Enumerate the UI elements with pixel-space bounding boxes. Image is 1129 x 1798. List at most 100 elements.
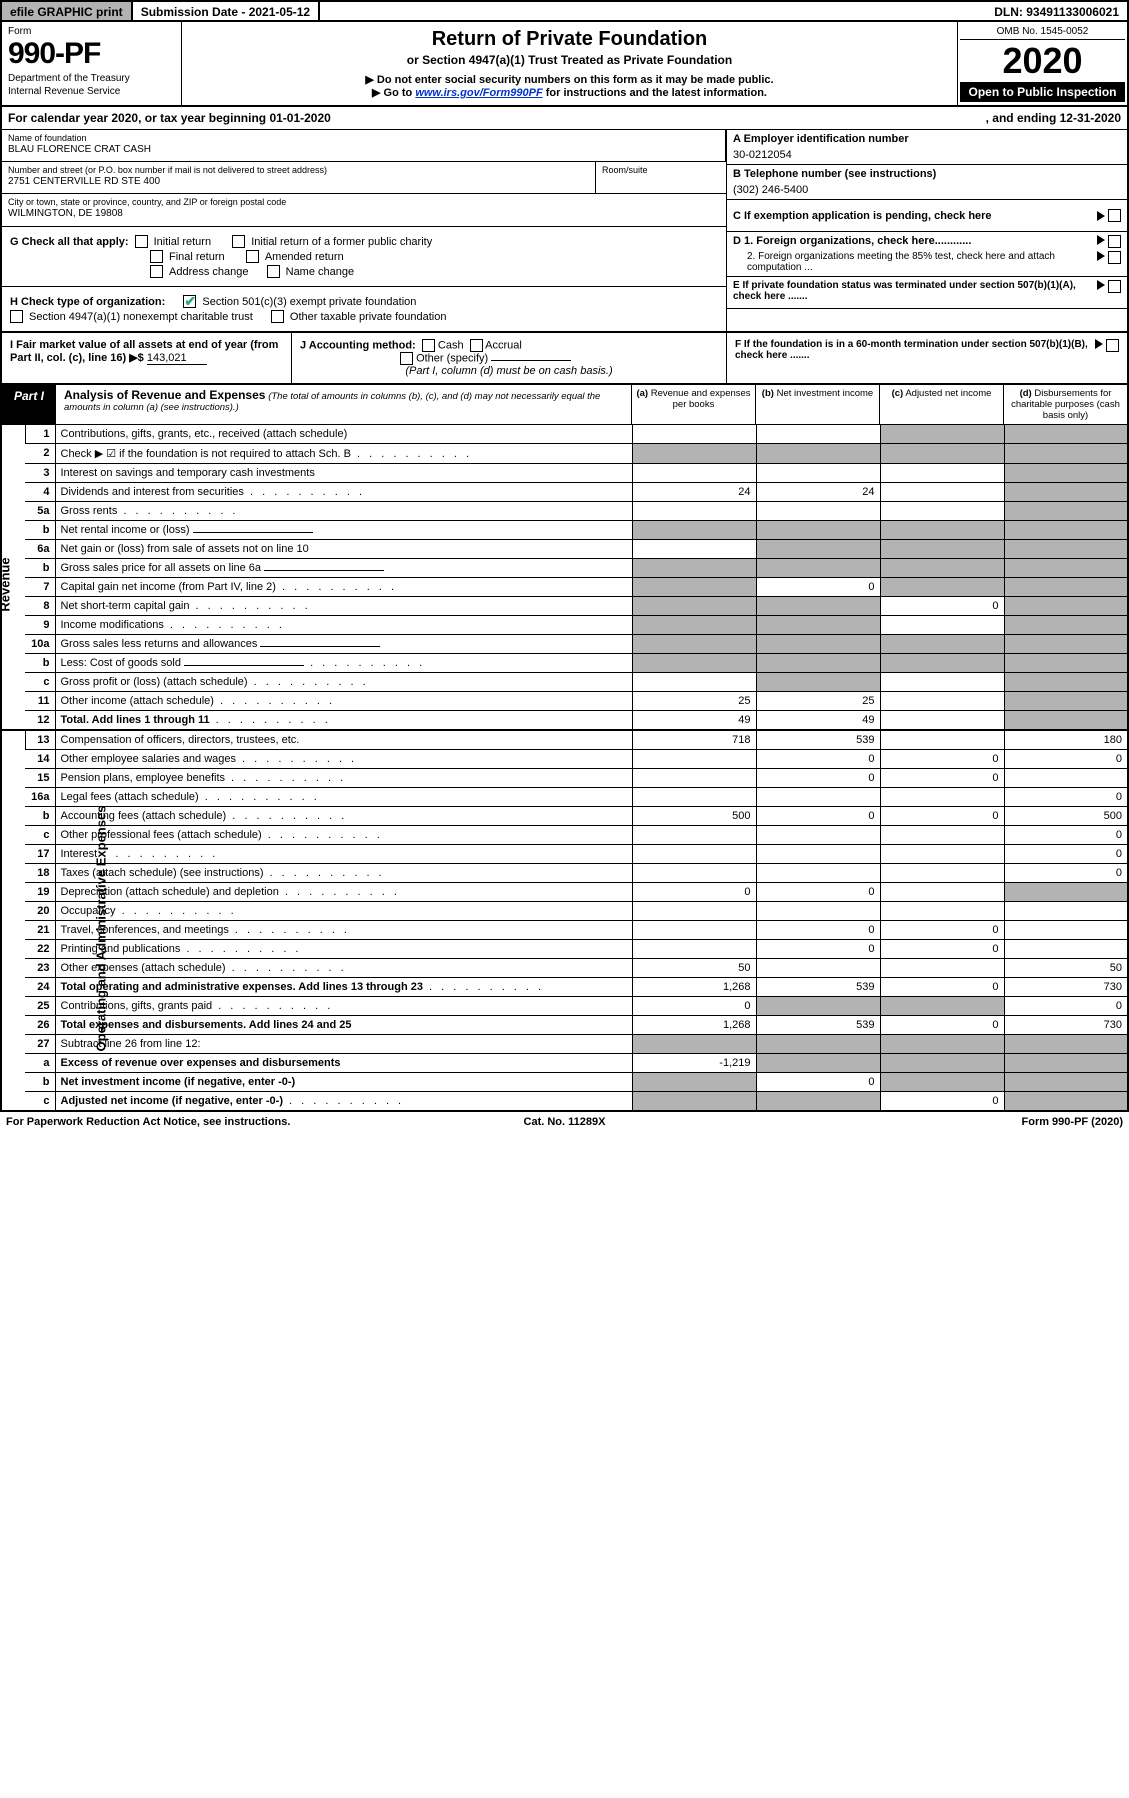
table-row: 17Interest0 bbox=[1, 845, 1128, 864]
cal-end: , and ending 12-31-2020 bbox=[986, 111, 1121, 125]
cb-4947[interactable] bbox=[10, 310, 23, 323]
table-row: 11Other income (attach schedule)2525 bbox=[1, 692, 1128, 711]
i-j-block: I Fair market value of all assets at end… bbox=[0, 333, 1129, 385]
name-label: Name of foundation bbox=[8, 133, 719, 143]
form-label: Form bbox=[8, 26, 175, 37]
g-row: G Check all that apply: Initial return I… bbox=[10, 235, 718, 248]
cb-cash[interactable] bbox=[422, 339, 435, 352]
part1-title: Analysis of Revenue and Expenses bbox=[64, 388, 265, 402]
ein-label: A Employer identification number bbox=[733, 133, 1121, 145]
j-note: (Part I, column (d) must be on cash basi… bbox=[300, 365, 718, 377]
table-row: cGross profit or (loss) (attach schedule… bbox=[1, 673, 1128, 692]
table-row: 20Occupancy bbox=[1, 902, 1128, 921]
j-label: J Accounting method: bbox=[300, 339, 416, 351]
part1-header: Part I Analysis of Revenue and Expenses … bbox=[0, 385, 1129, 425]
table-row: 15Pension plans, employee benefits00 bbox=[1, 769, 1128, 788]
form-title: Return of Private Foundation bbox=[192, 28, 947, 51]
table-row: aExcess of revenue over expenses and dis… bbox=[1, 1054, 1128, 1073]
table-row: 10aGross sales less returns and allowanc… bbox=[1, 635, 1128, 654]
addr-label: Number and street (or P.O. box number if… bbox=[8, 165, 589, 175]
table-row: 16aLegal fees (attach schedule)0 bbox=[1, 788, 1128, 807]
submission-date: Submission Date - 2021-05-12 bbox=[133, 2, 320, 20]
table-row: 3Interest on savings and temporary cash … bbox=[1, 464, 1128, 483]
dept: Department of the Treasury bbox=[8, 73, 175, 84]
h-label: H Check type of organization: bbox=[10, 296, 165, 308]
warning-1: ▶ Do not enter social security numbers o… bbox=[192, 73, 947, 86]
f: F If the foundation is in a 60-month ter… bbox=[735, 339, 1095, 361]
e: E If private foundation status was termi… bbox=[733, 280, 1097, 305]
top-bar: efile GRAPHIC print Submission Date - 20… bbox=[0, 0, 1129, 22]
table-row: Operating and Administrative Expenses13C… bbox=[1, 731, 1128, 750]
table-row: 19Depreciation (attach schedule) and dep… bbox=[1, 883, 1128, 902]
footer-left: For Paperwork Reduction Act Notice, see … bbox=[6, 1116, 378, 1128]
cal-begin: For calendar year 2020, or tax year begi… bbox=[8, 111, 986, 125]
table-row: cOther professional fees (attach schedul… bbox=[1, 826, 1128, 845]
table-row: bGross sales price for all assets on lin… bbox=[1, 559, 1128, 578]
d2: 2. Foreign organizations meeting the 85%… bbox=[733, 251, 1097, 273]
city: WILMINGTON, DE 19808 bbox=[8, 208, 720, 219]
table-row: 6aNet gain or (loss) from sale of assets… bbox=[1, 540, 1128, 559]
part1-badge: Part I bbox=[2, 385, 56, 424]
cb-other-tax[interactable] bbox=[271, 310, 284, 323]
cb-d2[interactable] bbox=[1108, 251, 1121, 264]
cb-initial-former[interactable] bbox=[232, 235, 245, 248]
addr: 2751 CENTERVILLE RD STE 400 bbox=[8, 176, 589, 187]
cb-address[interactable] bbox=[150, 265, 163, 278]
table-row: 23Other expenses (attach schedule)5050 bbox=[1, 959, 1128, 978]
cb-initial[interactable] bbox=[135, 235, 148, 248]
form-subtitle: or Section 4947(a)(1) Trust Treated as P… bbox=[192, 53, 947, 67]
form-link[interactable]: www.irs.gov/Form990PF bbox=[415, 87, 542, 99]
table-row: 9Income modifications bbox=[1, 616, 1128, 635]
form-number: 990-PF bbox=[8, 37, 175, 71]
table-row: 27Subtract line 26 from line 12: bbox=[1, 1035, 1128, 1054]
warning-2: ▶ Go to www.irs.gov/Form990PF for instru… bbox=[192, 86, 947, 99]
phone-label: B Telephone number (see instructions) bbox=[733, 168, 1121, 180]
table-row: bNet rental income or (loss) bbox=[1, 521, 1128, 540]
table-row: 21Travel, conferences, and meetings00 bbox=[1, 921, 1128, 940]
table-row: 5aGross rents bbox=[1, 502, 1128, 521]
c-label: C If exemption application is pending, c… bbox=[733, 210, 1097, 222]
foundation-name: BLAU FLORENCE CRAT CASH bbox=[8, 144, 719, 155]
revenue-table: Revenue1Contributions, gifts, grants, et… bbox=[0, 425, 1129, 731]
room-label: Room/suite bbox=[602, 165, 720, 175]
table-row: 8Net short-term capital gain0 bbox=[1, 597, 1128, 616]
cb-e[interactable] bbox=[1108, 280, 1121, 293]
footer-form: Form 990-PF (2020) bbox=[751, 1116, 1123, 1128]
cb-501c3[interactable] bbox=[183, 295, 196, 308]
omb: OMB No. 1545-0052 bbox=[960, 24, 1125, 40]
table-row: 26Total expenses and disbursements. Add … bbox=[1, 1016, 1128, 1035]
table-row: 22Printing and publications00 bbox=[1, 940, 1128, 959]
table-row: bNet investment income (if negative, ent… bbox=[1, 1073, 1128, 1092]
footer: For Paperwork Reduction Act Notice, see … bbox=[0, 1112, 1129, 1132]
d1: D 1. Foreign organizations, check here..… bbox=[733, 235, 1097, 248]
table-row: 24Total operating and administrative exp… bbox=[1, 978, 1128, 997]
form-header: Form 990-PF Department of the Treasury I… bbox=[0, 22, 1129, 107]
open-public: Open to Public Inspection bbox=[960, 82, 1125, 102]
irs: Internal Revenue Service bbox=[8, 86, 175, 97]
fmv: 143,021 bbox=[147, 352, 207, 365]
table-row: Revenue1Contributions, gifts, grants, et… bbox=[1, 425, 1128, 444]
table-row: 12Total. Add lines 1 through 114949 bbox=[1, 711, 1128, 731]
cb-c[interactable] bbox=[1108, 209, 1121, 222]
city-label: City or town, state or province, country… bbox=[8, 197, 720, 207]
table-row: cAdjusted net income (if negative, enter… bbox=[1, 1092, 1128, 1112]
cb-name[interactable] bbox=[267, 265, 280, 278]
cb-f[interactable] bbox=[1106, 339, 1119, 352]
phone: (302) 246-5400 bbox=[733, 184, 1121, 196]
dln: DLN: 93491133006021 bbox=[986, 2, 1127, 20]
i-label: I Fair market value of all assets at end… bbox=[10, 339, 278, 364]
cb-amended[interactable] bbox=[246, 250, 259, 263]
cb-d1[interactable] bbox=[1108, 235, 1121, 248]
table-row: 18Taxes (attach schedule) (see instructi… bbox=[1, 864, 1128, 883]
table-row: bLess: Cost of goods sold bbox=[1, 654, 1128, 673]
efile-label: efile GRAPHIC print bbox=[2, 2, 133, 20]
cb-accrual[interactable] bbox=[470, 339, 483, 352]
table-row: 4Dividends and interest from securities2… bbox=[1, 483, 1128, 502]
table-row: 25Contributions, gifts, grants paid00 bbox=[1, 997, 1128, 1016]
cb-final[interactable] bbox=[150, 250, 163, 263]
table-row: 2Check ▶ ☑ if the foundation is not requ… bbox=[1, 444, 1128, 464]
cb-other[interactable] bbox=[400, 352, 413, 365]
ein: 30-0212054 bbox=[733, 149, 1121, 161]
arrow-icon bbox=[1097, 211, 1105, 221]
table-row: 7Capital gain net income (from Part IV, … bbox=[1, 578, 1128, 597]
